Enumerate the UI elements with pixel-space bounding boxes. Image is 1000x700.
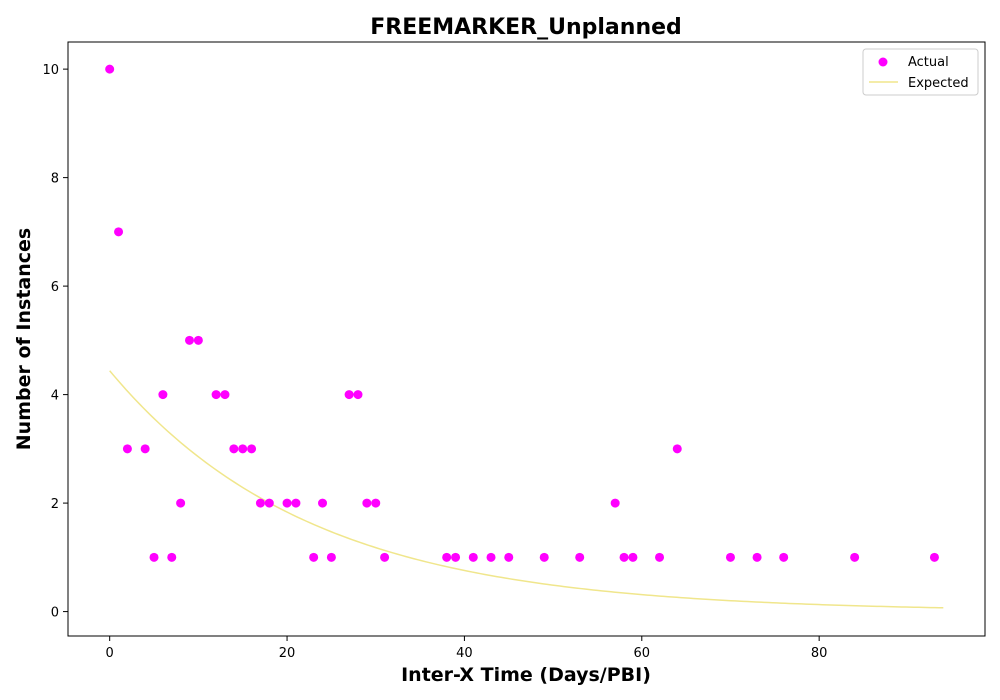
- data-point: [158, 390, 168, 400]
- data-point: [140, 444, 150, 454]
- data-point: [362, 498, 372, 508]
- x-tick-label: 40: [456, 646, 473, 661]
- data-point: [229, 444, 239, 454]
- data-point: [486, 552, 496, 562]
- data-point: [539, 552, 549, 562]
- data-point: [247, 444, 257, 454]
- data-point: [442, 552, 452, 562]
- data-point: [371, 498, 381, 508]
- legend: Actual Expected: [862, 48, 979, 96]
- data-point: [193, 335, 203, 345]
- data-point: [929, 552, 939, 562]
- data-point: [725, 552, 735, 562]
- data-point: [238, 444, 248, 454]
- data-point: [380, 552, 390, 562]
- data-point: [167, 552, 177, 562]
- y-axis: 0 2 4 6 8 10: [42, 63, 68, 621]
- data-point: [468, 552, 478, 562]
- expected-curve: [109, 370, 944, 609]
- data-point: [149, 552, 159, 562]
- x-axis-label: Inter-X Time (Days/PBI): [401, 664, 651, 686]
- data-point: [176, 498, 186, 508]
- plot-frame: [67, 41, 986, 637]
- data-point: [353, 390, 363, 400]
- x-axis: 0 20 40 60 80: [106, 636, 828, 661]
- data-point: [451, 552, 461, 562]
- y-tick-label: 2: [51, 497, 59, 512]
- data-point: [610, 498, 620, 508]
- data-point: [619, 552, 629, 562]
- data-point: [752, 552, 762, 562]
- x-tick-label: 80: [811, 646, 828, 661]
- data-point: [344, 390, 354, 400]
- data-point: [850, 552, 860, 562]
- data-point: [211, 390, 221, 400]
- y-tick-label: 6: [51, 280, 59, 295]
- legend-actual-marker: [878, 57, 888, 67]
- y-tick-label: 4: [51, 389, 59, 404]
- data-point: [291, 498, 301, 508]
- data-point: [122, 444, 132, 454]
- x-tick-label: 0: [106, 646, 114, 661]
- y-axis-label: Number of Instances: [13, 228, 35, 450]
- data-point: [779, 552, 789, 562]
- legend-actual-label: Actual: [908, 55, 949, 70]
- data-point: [309, 552, 319, 562]
- data-point: [114, 227, 124, 237]
- data-point: [575, 552, 585, 562]
- data-point: [326, 552, 336, 562]
- data-point: [184, 335, 194, 345]
- x-tick-label: 60: [634, 646, 651, 661]
- x-tick-label: 20: [279, 646, 296, 661]
- data-point: [318, 498, 328, 508]
- chart-title: FREEMARKER_Unplanned: [370, 15, 682, 40]
- data-point: [105, 64, 115, 74]
- actual-points-layer: [105, 64, 939, 562]
- data-point: [672, 444, 682, 454]
- legend-box: [862, 48, 979, 96]
- data-point: [504, 552, 514, 562]
- expected-curve-layer: [109, 370, 944, 609]
- data-point: [628, 552, 638, 562]
- plot-area: [67, 41, 986, 637]
- y-tick-label: 8: [51, 172, 59, 187]
- data-point: [655, 552, 665, 562]
- data-point: [220, 390, 230, 400]
- legend-expected-label: Expected: [908, 76, 969, 91]
- y-tick-label: 0: [51, 606, 59, 621]
- data-point: [282, 498, 292, 508]
- data-point: [255, 498, 265, 508]
- y-tick-label: 10: [42, 63, 59, 78]
- data-point: [264, 498, 274, 508]
